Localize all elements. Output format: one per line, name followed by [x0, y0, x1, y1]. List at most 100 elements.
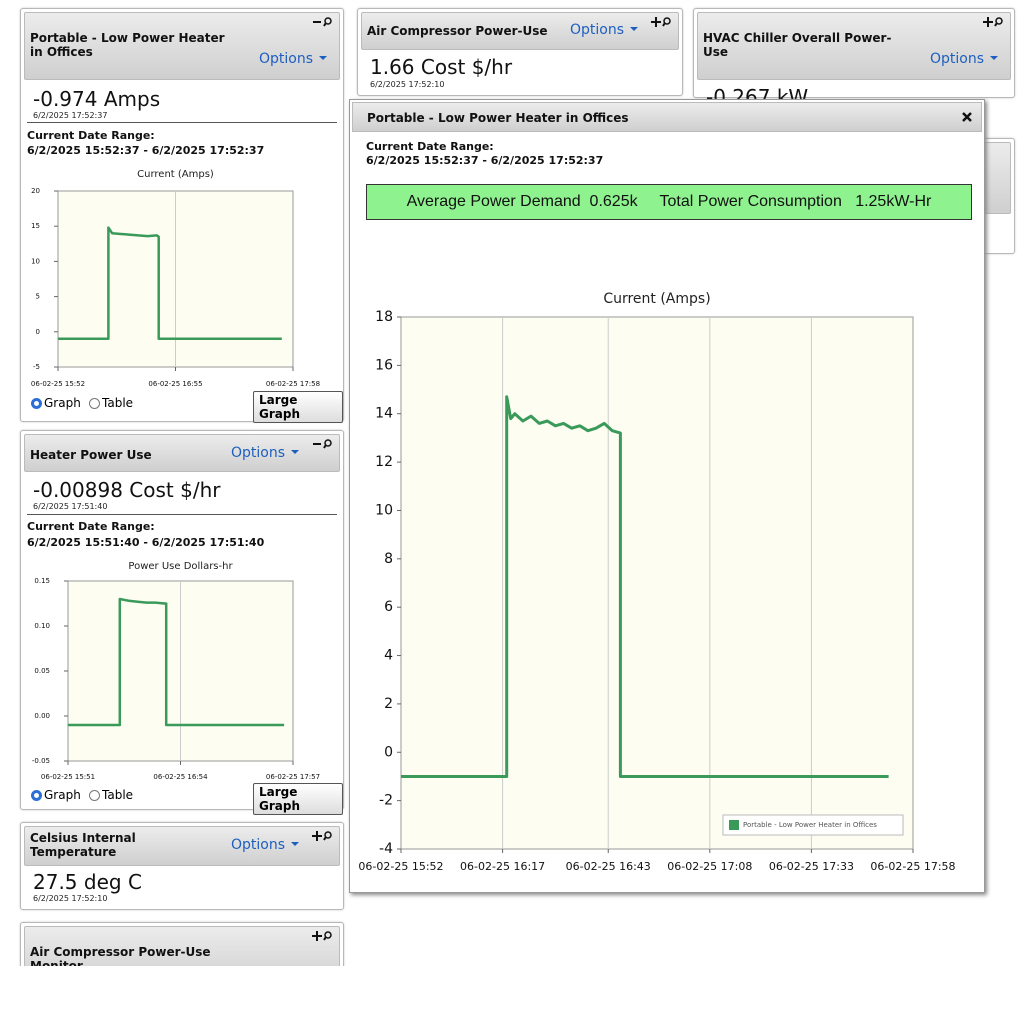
- widget: Portable - Low Power Heater in Offices O…: [20, 8, 344, 423]
- large-graph-button[interactable]: Large Graph: [253, 783, 343, 815]
- chart: Current (Amps) 06-02-25 15:52 06-02-25 16:…: [31, 169, 320, 388]
- y-tick-label: 6: [384, 599, 393, 615]
- radio-label: Graph: [44, 396, 81, 410]
- divider: [27, 514, 337, 515]
- chart: Power Use Dollars-hr 06-02-25 15:51 06-02-…: [32, 561, 320, 781]
- series-line: [401, 395, 889, 778]
- range-label: Current Date Range:: [27, 129, 155, 142]
- x-tick-label: 06-02-25 15:52: [31, 380, 85, 388]
- options-menu[interactable]: Options: [259, 51, 327, 67]
- y-tick-label: 2: [384, 696, 393, 712]
- widget-header: Heater Power Use Options: [24, 434, 340, 472]
- modal-title: Portable - Low Power Heater in Offices: [367, 111, 629, 125]
- timestamp: 6/2/2025 17:52:10: [370, 80, 445, 89]
- widget-icons[interactable]: [650, 16, 674, 28]
- x-tick-label: 06-02-25 15:52: [358, 860, 443, 873]
- plot-area: [400, 316, 914, 850]
- y-tick-label: 15: [31, 222, 40, 230]
- options-menu[interactable]: Options: [231, 445, 299, 461]
- y-tick-label: 5: [36, 293, 40, 301]
- chart-title: Power Use Dollars-hr: [128, 561, 233, 572]
- widget-header: Portable - Low Power Heater in Offices O…: [24, 12, 340, 80]
- page-bottom: [0, 966, 1024, 1019]
- x-tick-label: 06-02-25 16:43: [566, 860, 651, 873]
- y-tick-label: -0.05: [32, 757, 50, 765]
- widget-value: -0.00898 Cost $/hr: [33, 478, 221, 502]
- legend-swatch: [729, 820, 739, 830]
- radio-graph[interactable]: Graph: [31, 396, 81, 410]
- y-tick-label: 20: [31, 187, 40, 195]
- options-menu[interactable]: Options: [231, 837, 299, 853]
- x-tick-label: 06-02-25 16:55: [148, 380, 202, 388]
- x-tick-label: 06-02-25 17:58: [870, 860, 955, 873]
- divider: [27, 122, 337, 123]
- widget-header: Air Compressor Power-Use Options: [361, 12, 679, 50]
- options-menu[interactable]: Options: [930, 51, 998, 67]
- radio-table[interactable]: Table: [89, 788, 133, 802]
- y-tick-label: 8: [384, 551, 393, 567]
- widget-value: 1.66 Cost $/hr: [370, 55, 513, 79]
- chart-title: Current (Amps): [603, 291, 710, 307]
- y-tick-label: 0.05: [34, 667, 50, 675]
- y-tick-label: 14: [375, 406, 393, 422]
- chart-title: Current (Amps): [137, 169, 214, 180]
- x-tick-label: 06-02-25 16:17: [460, 860, 545, 873]
- widget-title: HVAC Chiller Overall Power-Use: [703, 31, 892, 59]
- range-label: Current Date Range:: [27, 520, 155, 533]
- range-label: Current Date Range:: [366, 140, 494, 153]
- chart: Current (Amps) 06-02-25 15:52 06-02-25 16:…: [358, 291, 955, 873]
- widget-icons[interactable]: [311, 16, 335, 28]
- y-tick-label: 0: [36, 328, 40, 336]
- widget-icons[interactable]: [311, 930, 335, 942]
- widget-header: HVAC Chiller Overall Power-Use Options: [697, 12, 1011, 80]
- x-tick-label: 06-02-25 17:08: [667, 860, 752, 873]
- widget-title: Air Compressor Power-Use: [367, 24, 548, 38]
- widget-title: Celsius Internal Temperature: [30, 831, 136, 859]
- radio-table[interactable]: Table: [89, 396, 133, 410]
- widget-icons[interactable]: [311, 830, 335, 842]
- large-graph-button[interactable]: Large Graph: [253, 391, 343, 423]
- x-tick-label: 06-02-25 16:54: [153, 773, 208, 781]
- widget-icons[interactable]: [311, 438, 335, 450]
- widget: Heater Power Use Options -0.00898 Cost $…: [20, 430, 344, 815]
- y-tick-label: 18: [375, 309, 393, 325]
- modal: Portable - Low Power Heater in Offices C…: [349, 99, 985, 893]
- range: 6/2/2025 15:52:37 - 6/2/2025 17:52:37: [366, 154, 604, 167]
- options-menu[interactable]: Options: [570, 22, 638, 38]
- timestamp: 6/2/2025 17:52:37: [33, 111, 108, 120]
- summary-label: Total Power Consumption: [659, 193, 842, 210]
- widget: HVAC Chiller Overall Power-Use Options -…: [693, 8, 1015, 109]
- summary-value: 1.25kW-Hr: [855, 193, 932, 210]
- y-tick-label: 12: [375, 454, 393, 470]
- legend-box: [722, 814, 904, 836]
- legend-label: Portable - Low Power Heater in Offices: [743, 821, 877, 829]
- x-tick-label: 06-02-25 15:51: [41, 773, 95, 781]
- y-tick-label: 16: [375, 357, 393, 373]
- radio-graph[interactable]: Graph: [31, 788, 81, 802]
- range: 6/2/2025 15:51:40 - 6/2/2025 17:51:40: [27, 536, 265, 549]
- summary-value: 0.625k: [589, 193, 638, 210]
- y-tick-label: 10: [375, 502, 393, 518]
- widget-title: Portable - Low Power Heater in Offices: [30, 31, 225, 59]
- x-tick-label: 06-02-25 17:57: [266, 773, 320, 781]
- series-line: [68, 597, 285, 727]
- y-tick-label: 10: [31, 257, 40, 265]
- widget-value: 27.5 deg C: [33, 870, 142, 894]
- summary-label: Average Power Demand: [406, 193, 581, 210]
- radio-label: Graph: [44, 788, 81, 802]
- y-tick-label: 0.15: [34, 577, 50, 585]
- close-button[interactable]: [961, 111, 973, 123]
- summary-box: Average Power Demand 0.625k Total Power …: [366, 184, 972, 220]
- y-tick-label: 0.00: [34, 712, 50, 720]
- y-tick-label: 0.10: [34, 622, 50, 630]
- y-tick-label: 0: [384, 744, 393, 760]
- widget-title: Heater Power Use: [30, 448, 152, 462]
- radio-label: Table: [102, 788, 134, 802]
- widget: Celsius Internal Temperature Options 27.…: [20, 822, 344, 910]
- timestamp: 6/2/2025 17:52:10: [33, 894, 108, 903]
- series-line: [58, 226, 282, 341]
- widget-icons[interactable]: [982, 16, 1006, 28]
- radio-label: Table: [102, 396, 134, 410]
- y-tick-label: 4: [384, 648, 393, 664]
- timestamp: 6/2/2025 17:51:40: [33, 502, 108, 511]
